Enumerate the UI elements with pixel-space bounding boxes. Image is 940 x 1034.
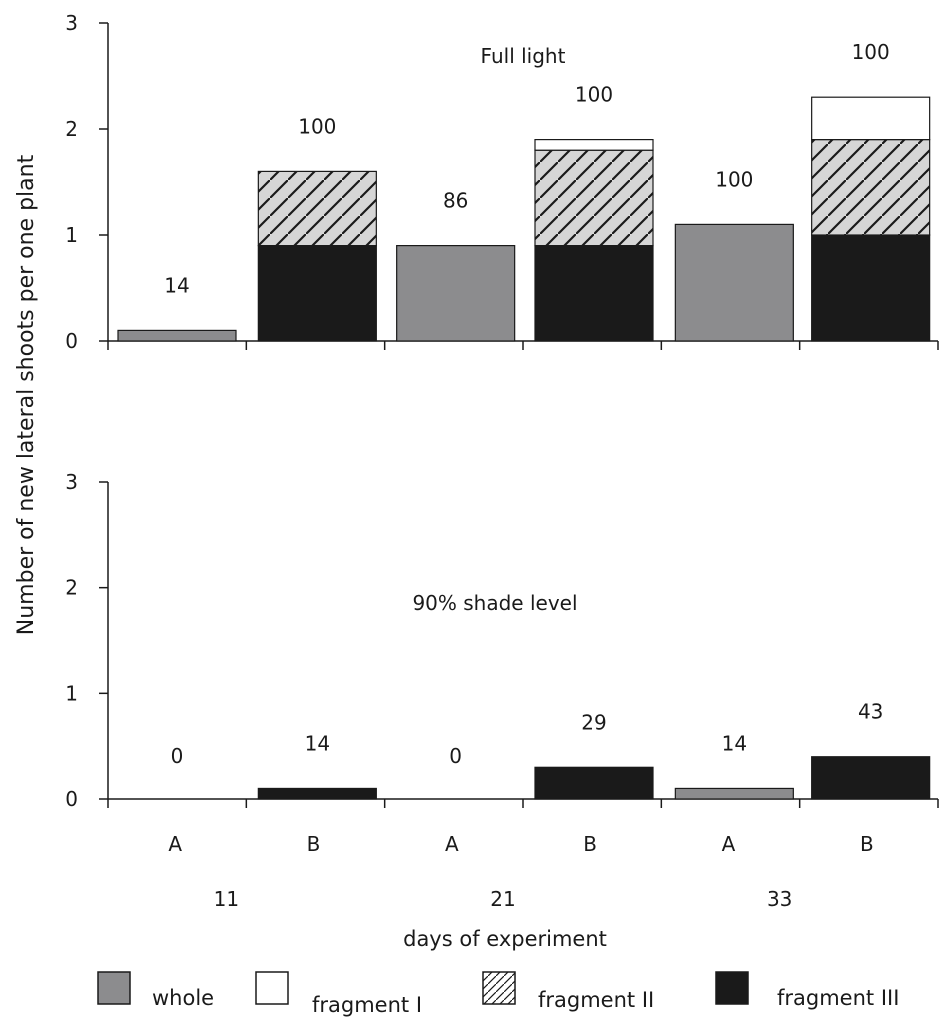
legend-swatch-fragII	[482, 971, 516, 1005]
x-axis-label: days of experiment	[403, 927, 607, 951]
chart-panels: 0 1 2 3 Full light 14 100 86 100 100 100 0 1 2 3 90% sh…	[65, 11, 939, 811]
legend-label-fragIII: fragment III	[777, 986, 899, 1010]
bar-segment-fragIII	[534, 245, 654, 342]
bar-segment-fragII	[534, 149, 654, 247]
bar-segment-fragIII	[257, 787, 377, 800]
panel-1: 0 1 2 3 Full light 14 100 86 100 100 100	[65, 11, 939, 353]
legend-swatch-whole	[97, 971, 131, 1005]
legend-label-whole: whole	[152, 986, 214, 1010]
legend-label-fragII: fragment II	[538, 988, 654, 1012]
bar-value-label: 100	[852, 40, 890, 64]
y-tick-label: 1	[65, 223, 78, 247]
y-tick-label: 0	[65, 787, 78, 811]
legend-label-fragI: fragment I	[312, 993, 422, 1017]
bar-value-label: 43	[858, 700, 883, 724]
legend-swatch-fragI	[255, 971, 289, 1005]
panel-title: Full light	[481, 44, 566, 68]
bar-value-label: 100	[715, 167, 753, 191]
bar-value-label: 14	[722, 731, 747, 755]
y-tick-label: 1	[65, 681, 78, 705]
panel-2: 0 1 2 3 90% shade level 0 14 0 29 14 43	[65, 470, 939, 811]
bar-value-label: 100	[575, 83, 613, 107]
y-tick-label: 3	[65, 470, 78, 494]
y-tick-label: 3	[65, 11, 78, 35]
bar-segment-fragIII	[811, 234, 931, 342]
y-tick-label: 2	[65, 576, 78, 600]
bar-value-label: 86	[443, 189, 468, 213]
day-label: 21	[490, 887, 515, 911]
bar-segment-whole	[674, 787, 794, 800]
bar-segment-fragIII	[811, 756, 931, 800]
bar-segment-fragII	[257, 170, 377, 247]
bar-value-label: 29	[581, 710, 606, 734]
panel-title: 90% shade level	[412, 591, 577, 615]
bar-value-label: 100	[298, 114, 336, 138]
day-labels: A B A B A B 11 21 33	[168, 832, 873, 911]
category-label: B	[583, 832, 597, 856]
bar-segment-fragII	[811, 139, 931, 236]
bar-value-label: 14	[164, 273, 189, 297]
legend-swatch-fragIII	[715, 971, 749, 1005]
category-label: B	[860, 832, 874, 856]
bar-value-label: 0	[171, 744, 184, 768]
bar-segment-fragI	[811, 96, 931, 141]
category-label: A	[722, 832, 736, 856]
legend: whole fragment I fragment II fragment III	[97, 971, 899, 1017]
day-label: 33	[767, 887, 792, 911]
day-label: 11	[214, 887, 239, 911]
bar-segment-fragIII	[534, 766, 654, 800]
bar-segment-fragI	[534, 139, 654, 151]
category-label: B	[307, 832, 321, 856]
bar-segment-whole	[396, 245, 516, 342]
category-label: A	[168, 832, 182, 856]
y-tick-label: 0	[65, 329, 78, 353]
y-axis-label: Number of new lateral shoots per one pla…	[14, 154, 39, 635]
bar-value-label: 0	[449, 744, 462, 768]
y-tick-label: 2	[65, 117, 78, 141]
bar-segment-whole	[117, 329, 237, 342]
category-label: A	[445, 832, 459, 856]
bar-value-label: 14	[305, 731, 330, 755]
bar-segment-fragIII	[257, 245, 377, 342]
bar-segment-whole	[674, 223, 794, 342]
